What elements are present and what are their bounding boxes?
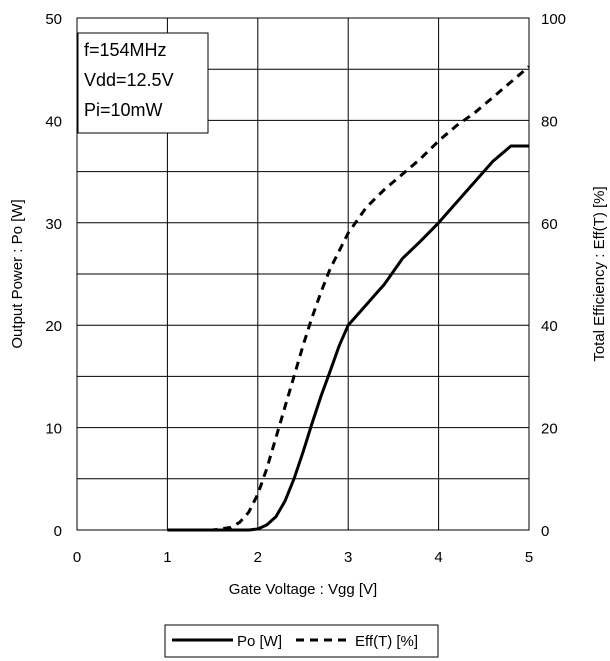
x-tick-label: 5 [525, 549, 533, 566]
series-line-eff [167, 65, 530, 532]
legend-label-po: Po [W] [237, 633, 282, 650]
x-tick-labels: 0 1 2 3 4 5 [73, 549, 533, 566]
x-tick-label: 4 [434, 549, 442, 566]
y-axis-label-left: Output Power : Po [W] [9, 199, 26, 348]
y-left-tick-labels: 0 10 20 30 40 50 [45, 11, 62, 540]
annotation-line-2: Vdd=12.5V [84, 70, 174, 90]
y-right-tick-label: 0 [541, 523, 549, 540]
y-right-tick-label: 40 [541, 318, 558, 335]
legend: Po [W] Eff(T) [%] [164, 624, 439, 658]
y-left-tick-label: 30 [45, 216, 62, 233]
y-right-tick-label: 80 [541, 113, 558, 130]
y-left-tick-label: 20 [45, 318, 62, 335]
series-line-po [167, 144, 529, 532]
legend-label-eff: Eff(T) [%] [355, 633, 418, 650]
y-left-tick-label: 40 [45, 113, 62, 130]
y-left-tick-label: 10 [45, 421, 62, 438]
x-axis-label: Gate Voltage : Vgg [V] [229, 581, 377, 598]
x-tick-label: 0 [73, 549, 81, 566]
y-right-tick-labels: 0 20 40 60 80 100 [541, 11, 566, 540]
annotation-frame [77, 32, 209, 134]
y-right-tick-label: 60 [541, 216, 558, 233]
y-axis-label-right: Total Efficiency : Eff(T) [%] [591, 186, 608, 361]
y-right-tick-label: 100 [541, 11, 566, 28]
annotation-line-1: f=154MHz [84, 40, 167, 60]
plot-frame [76, 17, 530, 531]
x-tick-label: 1 [163, 549, 171, 566]
annotation-line-3: Pi=10mW [84, 100, 163, 120]
series-layer [167, 65, 530, 532]
annotation-box: f=154MHz Vdd=12.5V Pi=10mW [77, 32, 209, 134]
y-left-tick-label: 0 [54, 523, 62, 540]
x-tick-label: 2 [254, 549, 262, 566]
x-tick-label: 3 [344, 549, 352, 566]
y-right-tick-label: 20 [541, 421, 558, 438]
y-left-tick-label: 50 [45, 11, 62, 28]
